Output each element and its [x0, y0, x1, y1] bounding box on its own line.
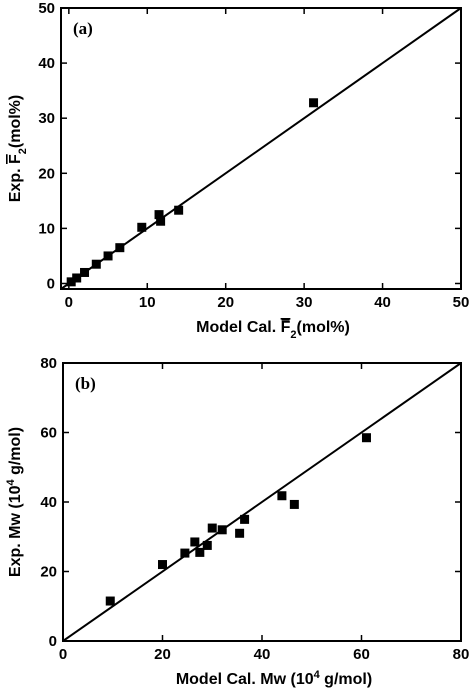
panel-label: (a) [73, 19, 93, 38]
data-point [105, 596, 115, 606]
data-point [174, 205, 184, 215]
x-tick-label: 30 [296, 294, 313, 311]
data-point [309, 98, 319, 108]
ylabel-part: g/mol) [7, 427, 24, 479]
data-point [289, 499, 299, 509]
x-tick-label: 0 [59, 646, 67, 663]
y-tick-label: 20 [40, 564, 57, 581]
x-tick-label: 80 [453, 646, 470, 663]
data-point [137, 222, 147, 232]
y-tick-label: 0 [47, 275, 55, 292]
reference-line [60, 7, 462, 290]
xlabel-part: (mol%) [297, 319, 350, 336]
x-axis-title: Model Cal. Mw (104 g/mol) [176, 669, 372, 688]
ylabel-symbol: F [7, 154, 24, 164]
y-tick-label: 20 [38, 165, 55, 182]
data-point [103, 251, 113, 261]
data-point [190, 537, 200, 547]
ylabel-part: Exp. Mw (10 [7, 485, 24, 577]
data-point [154, 210, 164, 220]
data-point [72, 273, 82, 283]
data-point [91, 259, 101, 269]
data-point [361, 433, 371, 443]
y-tick-label: 40 [40, 494, 57, 511]
x-tick-label: 0 [65, 294, 73, 311]
y-axis-title: Exp. F2(mol%) [7, 95, 29, 202]
data-point [158, 560, 167, 570]
xlabel-subscript: 2 [290, 329, 296, 341]
y-tick-label: 30 [38, 110, 55, 127]
y-axis-title: Exp. Mw (104 g/mol) [5, 427, 24, 577]
xlabel-part: Model Cal. [196, 319, 280, 336]
x-tick-label: 40 [254, 646, 271, 663]
y-tick-label: 50 [38, 0, 55, 17]
chart-panel-b: 0 20 40 60 80 0 20 40 60 80 (b) Model Cal. Mw (104 … [5, 355, 469, 688]
data-point [156, 216, 166, 226]
y-tick-label: 40 [38, 55, 55, 72]
ylabel-superscript: 4 [5, 478, 17, 485]
x-tick-label: 40 [374, 294, 391, 311]
xlabel-superscript: 4 [314, 669, 321, 681]
data-point [217, 525, 227, 535]
y-tick-label: 0 [49, 633, 57, 650]
panel-label: (b) [75, 374, 96, 393]
data-point [66, 277, 76, 287]
ylabel-subscript: 2 [17, 148, 29, 154]
data-point [277, 491, 287, 501]
reference-line [62, 362, 462, 642]
y-tick-label: 60 [40, 425, 57, 442]
data-point [235, 528, 245, 538]
data-point [202, 540, 212, 550]
ylabel-part: Exp. [7, 164, 24, 202]
y-tick-label: 80 [40, 355, 57, 372]
data-point [195, 547, 205, 557]
data-point [240, 514, 250, 524]
ylabel-part: (mol%) [7, 95, 24, 148]
xlabel-symbol: F [281, 319, 291, 336]
x-tick-label: 60 [353, 646, 370, 663]
x-tick-label: 50 [453, 294, 470, 311]
x-axis-title: Model Cal. F2(mol%) [196, 319, 350, 341]
data-point [115, 243, 125, 253]
plot-frame [60, 7, 462, 290]
y-tick-label: 10 [38, 220, 55, 237]
data-point [80, 267, 90, 277]
data-point [180, 548, 190, 558]
xlabel-part: Model Cal. Mw (10 [176, 671, 314, 688]
xlabel-part: g/mol) [320, 671, 372, 688]
x-tick-label: 20 [154, 646, 171, 663]
x-tick-label: 10 [139, 294, 156, 311]
data-point [207, 523, 217, 533]
x-tick-label: 20 [217, 294, 234, 311]
